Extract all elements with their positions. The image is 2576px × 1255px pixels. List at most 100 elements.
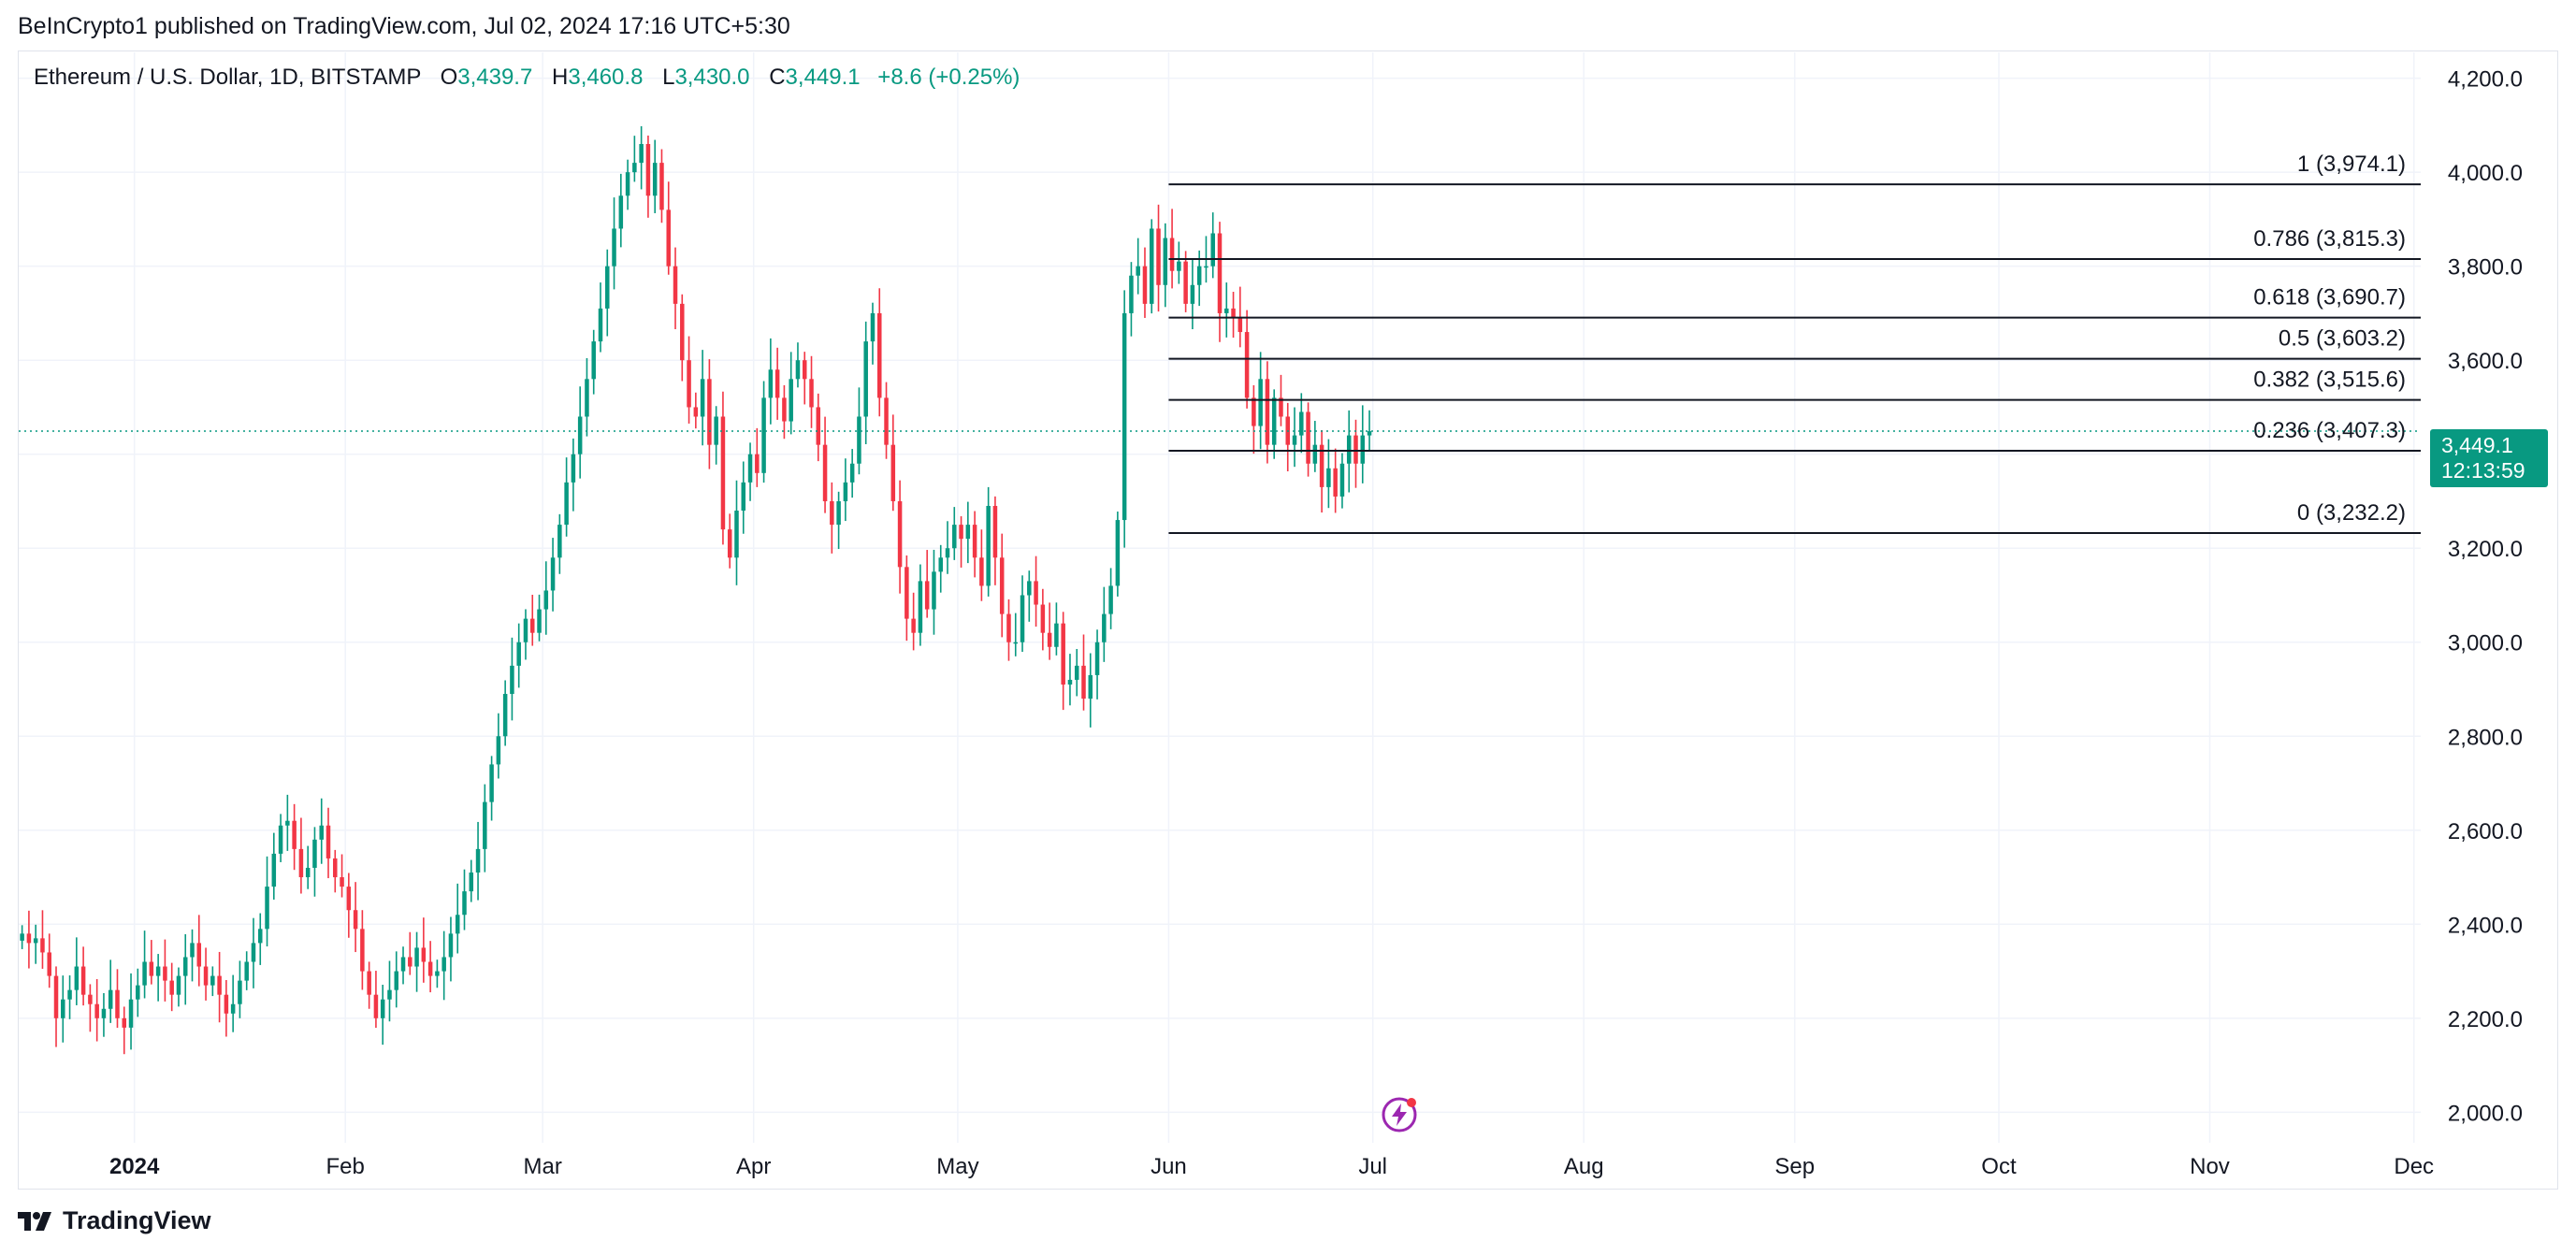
candle-body xyxy=(1163,238,1168,285)
candle-body xyxy=(448,933,454,958)
candle-body xyxy=(822,444,828,501)
candle-body xyxy=(20,933,24,941)
candle-body xyxy=(244,961,249,981)
candle-body xyxy=(475,848,481,873)
candle-body xyxy=(136,985,140,1000)
candle-body xyxy=(360,929,365,972)
candle-body xyxy=(1102,613,1107,642)
x-tick-label: Aug xyxy=(1564,1154,1604,1179)
candle-body xyxy=(897,500,903,568)
candle-body xyxy=(224,994,229,1014)
lightning-icon[interactable] xyxy=(1381,1096,1418,1133)
candle-body xyxy=(809,379,814,408)
candle-body xyxy=(400,957,406,972)
candle-body xyxy=(959,525,963,540)
candle-body xyxy=(577,416,583,454)
candle-body xyxy=(1271,397,1277,445)
symbol-label[interactable]: Ethereum / U.S. Dollar, 1D, BITSTAMP xyxy=(34,65,421,90)
candle-body xyxy=(176,975,181,995)
candle-body xyxy=(673,266,678,304)
candle-body xyxy=(1040,604,1046,633)
candle-body xyxy=(1034,581,1038,605)
candle-body xyxy=(427,961,433,976)
candle-body xyxy=(1169,238,1175,271)
candle-body xyxy=(190,943,195,958)
candle-body xyxy=(1108,585,1113,614)
candle-body xyxy=(1319,444,1324,487)
candle-body xyxy=(863,341,868,417)
candle-body xyxy=(774,369,780,398)
candle-body xyxy=(612,228,616,267)
candle-body xyxy=(94,1003,99,1018)
candle-body xyxy=(639,144,644,164)
chart-frame[interactable] xyxy=(18,50,2558,1190)
candle-body xyxy=(80,966,86,995)
x-tick-label: Dec xyxy=(2394,1154,2434,1179)
candle-body xyxy=(40,938,45,953)
fib-level-label: 0.5 (3,603.2) xyxy=(2279,326,2406,352)
candle-body xyxy=(1231,308,1236,318)
candle-body xyxy=(1183,261,1188,304)
last-price-value: 3,449.1 xyxy=(2441,433,2513,457)
candle-body xyxy=(659,163,664,210)
candle-body xyxy=(700,379,705,417)
y-tick-label: 3,800.0 xyxy=(2448,255,2523,281)
candle-body xyxy=(128,999,134,1028)
candle-body xyxy=(469,873,474,892)
candle-body xyxy=(999,557,1005,614)
candle-body xyxy=(529,618,535,633)
candle-body xyxy=(1333,468,1338,497)
candle-body xyxy=(496,736,501,765)
candle-body xyxy=(727,529,732,558)
candle-body xyxy=(47,952,51,976)
candle-body xyxy=(1312,444,1318,464)
candle-body xyxy=(251,943,256,962)
candle-body xyxy=(298,848,304,878)
candle-body xyxy=(605,266,610,309)
candle-body xyxy=(1115,520,1121,586)
candle-body xyxy=(340,877,344,887)
candle-body xyxy=(918,581,923,633)
fib-level-label: 1 (3,974.1) xyxy=(2297,151,2406,177)
candle-body xyxy=(441,957,446,972)
candle-body xyxy=(1346,435,1352,464)
candle-body xyxy=(707,379,712,445)
candle-body xyxy=(591,341,596,380)
candle-body xyxy=(557,525,562,558)
candle-body xyxy=(585,379,589,417)
candle-body xyxy=(435,971,440,976)
candle-body xyxy=(510,665,514,695)
candle-body xyxy=(884,397,889,445)
candle-body xyxy=(502,694,508,737)
candle-body xyxy=(142,961,147,986)
y-tick-label: 4,000.0 xyxy=(2448,161,2523,186)
candle-body xyxy=(571,454,576,483)
candle-body xyxy=(870,312,876,342)
tradingview-logo-icon xyxy=(18,1211,51,1231)
y-tick-label: 4,200.0 xyxy=(2448,67,2523,93)
candle-body xyxy=(1224,308,1229,313)
x-tick-label: Jul xyxy=(1358,1154,1387,1179)
fib-level-label: 0.382 (3,515.6) xyxy=(2253,368,2406,393)
candle-body xyxy=(271,853,277,887)
candle-body xyxy=(1006,613,1011,642)
candle-body xyxy=(911,618,916,633)
candle-body xyxy=(26,933,32,944)
close-label: C xyxy=(769,65,786,90)
tradingview-brand: TradingView xyxy=(63,1206,211,1234)
candle-body xyxy=(238,980,242,1004)
candle-body xyxy=(802,360,807,380)
candle-body xyxy=(414,947,419,967)
candle-body xyxy=(761,397,766,473)
candle-body xyxy=(843,482,848,501)
candle-body xyxy=(108,989,113,1009)
candle-body xyxy=(789,379,793,422)
candle-body xyxy=(1177,261,1181,271)
candle-body xyxy=(483,801,487,849)
x-tick-label: Apr xyxy=(736,1154,771,1179)
candle-body xyxy=(1367,431,1372,436)
candle-body xyxy=(1088,674,1093,700)
tradingview-logo[interactable]: TradingView xyxy=(18,1206,211,1235)
candle-body xyxy=(292,820,297,849)
